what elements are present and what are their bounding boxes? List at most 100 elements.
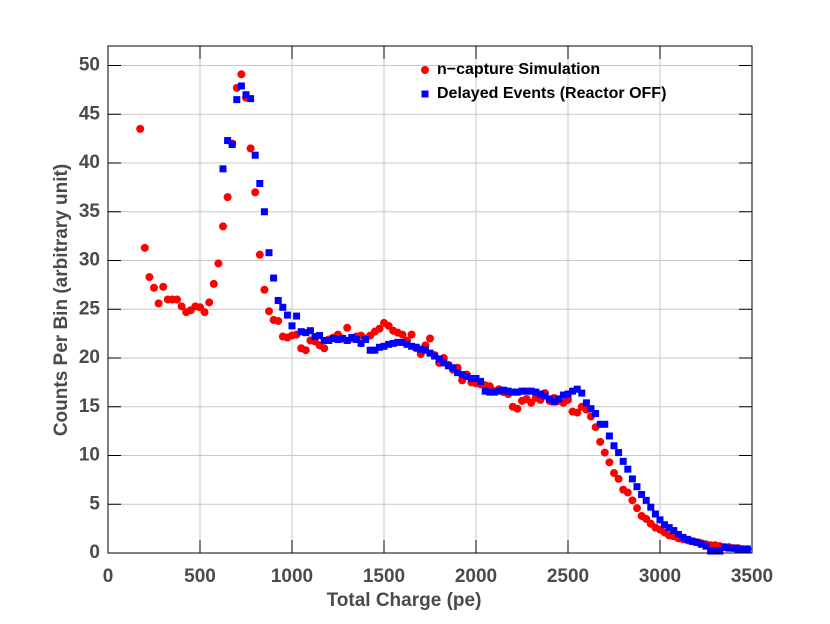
data-point [150,283,158,292]
data-point [209,279,218,288]
data-point [403,340,411,348]
y-tick-label: 35 [79,201,101,222]
data-point [389,339,397,347]
data-point [145,273,154,282]
data-point [302,329,310,337]
data-point [624,465,632,473]
data-point [513,388,521,396]
data-point [707,547,715,555]
data-point [569,387,577,395]
data-point [472,374,480,382]
y-tick-label: 25 [79,298,101,319]
data-point [651,510,659,518]
data-point [297,328,305,336]
data-point [306,327,314,335]
data-point [385,340,393,348]
data-point [610,469,618,478]
data-point [697,540,705,548]
data-point [702,542,710,550]
data-point [628,496,637,505]
data-point [633,504,641,513]
data-point [407,330,416,339]
x-tick-label: 1500 [363,566,405,587]
data-point [587,405,595,413]
data-point [301,346,310,355]
legend: n−capture Simulation Delayed Events (Reac… [421,61,666,102]
data-point [251,151,259,159]
data-point [444,362,452,370]
data-point [362,335,370,343]
y-tick-label: 50 [79,55,100,76]
data-point [260,285,269,294]
data-point [518,387,526,395]
y-axis-title: Counts Per Bin (arbitrary unit) [51,164,72,436]
data-point [375,324,384,333]
data-point [426,349,434,357]
y-tick-label: 5 [89,493,100,514]
data-point [684,535,692,543]
data-point [605,432,613,440]
data-point [454,369,462,377]
data-point [398,330,407,339]
data-point [200,308,209,317]
data-point [242,91,250,99]
data-point [366,346,374,354]
data-point [656,516,664,524]
data-point [730,544,738,552]
data-point [619,457,627,465]
data-point [509,388,517,396]
data-point [343,323,352,332]
data-point [536,390,544,398]
data-point [233,96,241,104]
grid-layer [107,46,753,554]
x-tick-label: 1000 [271,566,313,587]
legend-label: n−capture Simulation [437,61,600,78]
data-point [523,387,531,395]
data-point [140,243,149,252]
data-point [375,343,383,351]
plot-frame [107,45,753,554]
data-point [638,491,646,498]
data-point [623,488,632,497]
data-point [260,208,268,216]
data-point [357,339,365,347]
data-point [605,458,614,467]
data-point [177,302,186,311]
data-point [481,387,489,395]
data-point [159,282,168,291]
x-axis-title: Total Charge (pe) [327,590,482,611]
data-point [532,388,540,396]
data-point [477,377,485,385]
data-point [417,345,425,353]
data-point [136,124,145,133]
data-point [573,385,581,393]
data-point [550,398,558,406]
data-point [490,388,498,396]
y-tick-label: 30 [79,250,100,271]
data-point [504,387,512,395]
x-tick-label: 2500 [547,566,589,587]
data-point [674,530,682,538]
data-point [463,373,471,381]
data-point [154,299,163,308]
data-point [274,316,283,325]
data-point [614,474,623,483]
data-point [601,420,609,428]
y-tick-label: 20 [79,347,100,368]
data-point [725,544,733,552]
data-point [219,222,227,231]
data-point [311,333,319,341]
data-point [224,137,232,145]
data-point [582,399,590,407]
data-point [325,336,333,344]
data-point [559,391,567,399]
data-point [546,395,554,403]
data-point [246,144,255,153]
data-point [265,249,273,257]
data-point [251,188,260,197]
data-point [394,338,402,346]
data-point [426,334,434,343]
data-point [435,355,443,363]
data-point [628,475,636,483]
data-point [316,332,324,340]
